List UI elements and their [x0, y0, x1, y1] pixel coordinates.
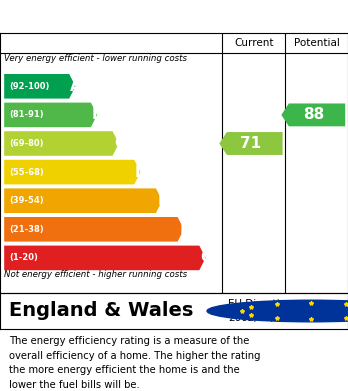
Text: (39-54): (39-54)	[9, 196, 44, 205]
Text: EU Directive
2002/91/EC: EU Directive 2002/91/EC	[228, 299, 292, 323]
Text: (69-80): (69-80)	[9, 139, 44, 148]
Text: G: G	[200, 250, 213, 265]
Polygon shape	[281, 104, 345, 126]
Text: (1-20): (1-20)	[9, 253, 38, 262]
Polygon shape	[4, 102, 97, 127]
Text: Current: Current	[234, 38, 274, 48]
Text: E: E	[158, 193, 168, 208]
Text: 88: 88	[303, 108, 324, 122]
Text: B: B	[92, 108, 104, 122]
Text: D: D	[135, 165, 148, 179]
Text: Very energy efficient - lower running costs: Very energy efficient - lower running co…	[4, 54, 187, 63]
Text: A: A	[70, 79, 82, 94]
Polygon shape	[4, 188, 162, 213]
Text: The energy efficiency rating is a measure of the
overall efficiency of a home. T: The energy efficiency rating is a measur…	[9, 336, 260, 390]
Text: England & Wales: England & Wales	[9, 301, 193, 321]
Text: Not energy efficient - higher running costs: Not energy efficient - higher running co…	[4, 270, 187, 279]
Polygon shape	[4, 160, 141, 185]
Text: C: C	[114, 136, 125, 151]
Text: F: F	[179, 222, 190, 237]
Text: Energy Efficiency Rating: Energy Efficiency Rating	[9, 7, 238, 25]
Text: 71: 71	[240, 136, 261, 151]
Polygon shape	[4, 74, 76, 99]
Circle shape	[207, 300, 348, 322]
Polygon shape	[4, 246, 206, 270]
Polygon shape	[219, 132, 283, 155]
Polygon shape	[4, 217, 184, 242]
Text: Potential: Potential	[294, 38, 340, 48]
Text: (81-91): (81-91)	[9, 110, 44, 119]
Text: (55-68): (55-68)	[9, 168, 44, 177]
Text: (92-100): (92-100)	[9, 82, 50, 91]
Text: (21-38): (21-38)	[9, 225, 44, 234]
Polygon shape	[4, 131, 119, 156]
